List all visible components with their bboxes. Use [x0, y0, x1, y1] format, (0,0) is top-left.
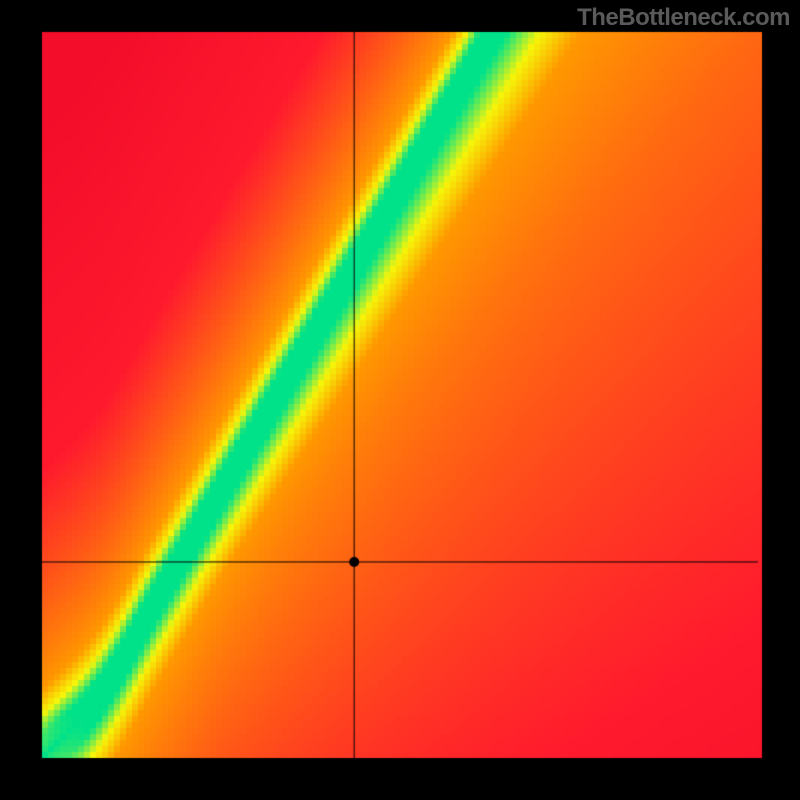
- chart-container: TheBottleneck.com: [0, 0, 800, 800]
- bottleneck-heatmap: [0, 0, 800, 800]
- attribution-label: TheBottleneck.com: [577, 4, 790, 32]
